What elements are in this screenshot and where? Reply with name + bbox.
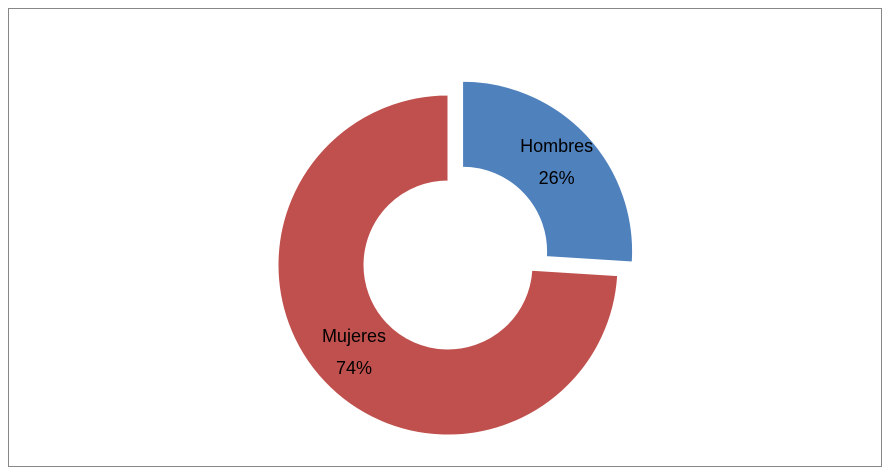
segment-category-label: Hombres <box>520 136 593 156</box>
donut-segment <box>277 94 619 436</box>
segment-value-label: 74% <box>336 358 372 378</box>
segment-value-label: 26% <box>539 168 575 188</box>
segment-category-label: Mujeres <box>322 326 386 346</box>
donut-segment <box>462 80 634 263</box>
